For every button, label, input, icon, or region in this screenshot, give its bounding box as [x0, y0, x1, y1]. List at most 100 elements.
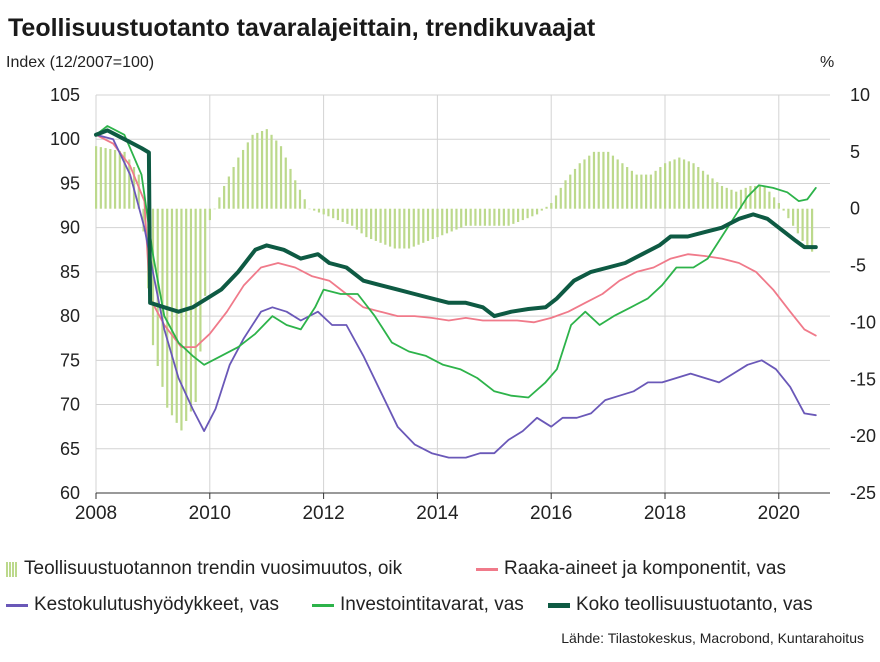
- bar: [493, 208, 496, 226]
- bar: [128, 159, 131, 209]
- y-tick-label: 100: [50, 129, 80, 149]
- bar: [270, 134, 273, 209]
- bar: [635, 174, 638, 209]
- bar: [431, 208, 434, 240]
- bar: [332, 208, 335, 219]
- bar: [711, 178, 714, 209]
- bar: [673, 159, 676, 209]
- chart-title: Teollisuustuotanto tavaralajeittain, tre…: [8, 14, 596, 42]
- right-axis-label: %: [820, 54, 835, 71]
- bar: [697, 167, 700, 209]
- legend-swatch-line: [312, 603, 334, 607]
- bar: [294, 180, 297, 209]
- x-tick-label: 2014: [416, 503, 459, 524]
- bar: [768, 191, 771, 209]
- bar: [109, 149, 112, 209]
- source-note: Lähde: Tilastokeskus, Macrobond, Kuntara…: [561, 630, 864, 646]
- bar: [308, 208, 311, 210]
- bar: [360, 208, 363, 234]
- bar: [241, 149, 245, 209]
- bar: [545, 206, 548, 209]
- bar: [720, 185, 724, 209]
- bar: [678, 157, 681, 209]
- bar: [95, 146, 98, 209]
- bar: [313, 208, 316, 211]
- y-tick-label: 80: [60, 306, 80, 326]
- bar: [810, 208, 814, 252]
- bar: [806, 208, 809, 249]
- bar: [730, 189, 733, 209]
- bar: [180, 208, 183, 431]
- bar: [701, 170, 705, 209]
- y2-tick-label: -25: [850, 483, 876, 503]
- bar: [370, 208, 373, 240]
- bar: [227, 176, 230, 209]
- bar: [692, 163, 695, 209]
- y-tick-label: 105: [50, 85, 80, 105]
- bar: [279, 146, 283, 209]
- bar: [474, 208, 477, 226]
- bar: [327, 208, 330, 217]
- bar: [393, 208, 396, 249]
- bar: [569, 174, 572, 209]
- bar: [469, 208, 472, 226]
- bar: [213, 208, 216, 210]
- legend-item-total: Koko teollisuustuotanto, vas: [548, 594, 813, 616]
- bar: [773, 197, 776, 209]
- legend-swatch-bar: [6, 561, 18, 577]
- y-tick-label: 60: [60, 483, 80, 503]
- bar: [640, 174, 643, 209]
- x-tick-label: 2008: [75, 503, 117, 524]
- bar: [322, 208, 325, 215]
- y-tick-label: 70: [60, 395, 80, 415]
- left-axis-label: Index (12/2007=100): [6, 54, 155, 71]
- bar: [142, 208, 145, 232]
- bar: [659, 167, 662, 209]
- bar: [792, 208, 795, 226]
- bar: [284, 157, 287, 209]
- bar: [346, 208, 349, 224]
- x-tick-label: 2016: [530, 503, 572, 524]
- bar: [531, 208, 534, 217]
- bar: [336, 208, 340, 221]
- series-line: [95, 133, 817, 348]
- y-tick-label: 75: [60, 350, 80, 370]
- legend-item-durables: Kestokulutushyödykkeet, vas: [6, 594, 279, 616]
- bar: [498, 208, 501, 226]
- bar: [426, 208, 430, 241]
- legend-item-investment: Investointitavarat, vas: [312, 594, 524, 616]
- bar: [298, 189, 302, 209]
- bar: [175, 208, 178, 423]
- y2-tick-label: -5: [850, 256, 866, 276]
- grid: [95, 94, 830, 494]
- bar: [763, 185, 766, 209]
- bar: [550, 203, 553, 209]
- bar: [554, 195, 558, 209]
- bar: [540, 208, 543, 211]
- bar: [156, 208, 159, 367]
- bar: [654, 170, 657, 209]
- bar: [398, 208, 401, 249]
- legend-swatch-line: [548, 602, 570, 608]
- bar: [161, 208, 164, 387]
- bar: [801, 208, 804, 241]
- bar: [597, 151, 600, 209]
- bar: [118, 150, 121, 209]
- bar: [445, 208, 449, 234]
- bar: [754, 185, 757, 209]
- bar: [479, 208, 482, 226]
- bar: [645, 174, 648, 209]
- legend: Teollisuustuotannon trendin vuosimuutos,…: [0, 558, 880, 628]
- bar: [521, 208, 524, 221]
- x-tick-label: 2010: [189, 503, 231, 524]
- bar: [351, 208, 354, 226]
- bar: [317, 208, 321, 213]
- bar: [602, 151, 605, 209]
- bar: [502, 208, 505, 226]
- bar: [739, 189, 743, 209]
- bar: [237, 157, 240, 209]
- bar: [223, 185, 226, 209]
- bar: [189, 208, 193, 412]
- bar: [649, 174, 652, 209]
- y2-tick-label: -15: [850, 369, 876, 389]
